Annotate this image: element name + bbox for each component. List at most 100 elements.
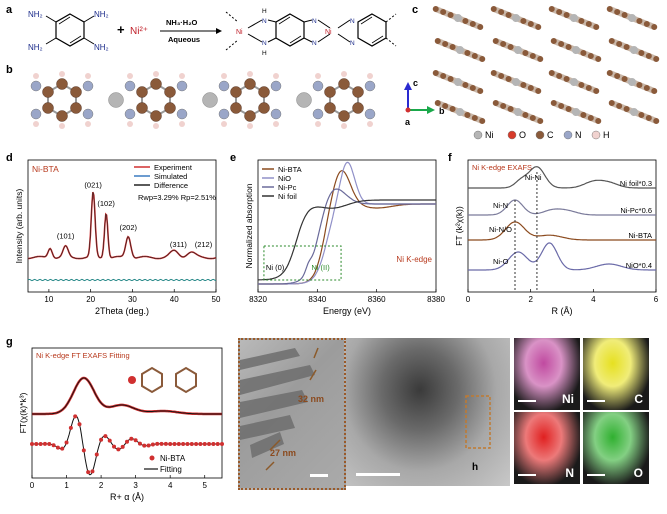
atom — [471, 114, 478, 121]
atom — [507, 106, 514, 113]
fit-real-point — [73, 414, 78, 419]
scale-bar-i — [356, 473, 400, 476]
xanes-chart: 8320 8340 8360 8380 Energy (eV) Normalized ab… — [244, 159, 445, 316]
fit-tick-label: 3 — [133, 481, 138, 490]
atom — [520, 17, 527, 24]
xanes-tick-label: 8380 — [427, 295, 445, 304]
size-label-27: 27 nm — [270, 448, 296, 458]
atom — [653, 117, 660, 124]
crystal-packing-view — [432, 6, 660, 124]
molecule — [548, 6, 600, 30]
atom — [585, 84, 592, 91]
c-atom — [352, 102, 364, 114]
atom — [563, 76, 570, 83]
tem-image-i: h — [346, 338, 510, 486]
exafs-line-1 — [468, 199, 656, 216]
svg-text:N: N — [312, 40, 317, 47]
reagent-text: NH₃·H₂O — [166, 18, 198, 27]
xanes-tick-label: 8360 — [368, 295, 386, 304]
xanes-ox-label-0: Ni (0) — [266, 263, 285, 272]
atom — [572, 108, 580, 116]
atom — [550, 38, 557, 45]
c-atom — [136, 102, 148, 114]
xanes-legend-label: Ni-BTA — [278, 165, 302, 174]
h-atom — [315, 73, 321, 79]
atom — [570, 78, 578, 86]
molecule — [490, 6, 542, 30]
fit-real-point — [51, 443, 56, 448]
h-atom — [315, 121, 321, 127]
xrd-simulated-line — [27, 192, 217, 259]
molecule — [434, 100, 486, 124]
atom — [558, 103, 565, 110]
eds-scale-bar — [518, 474, 536, 476]
h-atom — [179, 121, 185, 127]
fit-real-point — [202, 442, 207, 446]
panel-label-c: c — [412, 4, 419, 16]
atom — [645, 114, 652, 121]
fit-tick-label: 0 — [30, 481, 35, 490]
atom — [630, 46, 638, 54]
xanes-frame — [257, 159, 437, 293]
c-atom — [150, 78, 162, 90]
panel-label-b: b — [6, 64, 13, 76]
c-atom — [258, 86, 270, 98]
atom — [434, 100, 441, 107]
atom — [621, 12, 628, 19]
n-atom — [176, 80, 188, 92]
fit-real-point — [142, 443, 147, 448]
c-atom — [324, 86, 336, 98]
atom — [628, 14, 636, 22]
c-atom — [164, 86, 176, 98]
xanes-line-3 — [258, 199, 436, 281]
atom — [578, 17, 585, 24]
xanes-legend-label: Ni-Pc — [278, 183, 297, 192]
atom — [614, 73, 621, 80]
panel-label-f: f — [448, 152, 452, 164]
fit-real-point — [34, 441, 39, 446]
atom — [556, 9, 563, 16]
exafs-label: Ni-Ni — [525, 173, 542, 182]
fit-inset-ni — [128, 376, 136, 384]
atom — [565, 106, 572, 113]
atom — [505, 12, 512, 19]
fit-real-point — [198, 442, 203, 446]
xrd-ylabel: Intensity (arb. units) — [14, 189, 24, 264]
fit-real-point — [172, 442, 177, 447]
panel-label-a: a — [6, 4, 13, 16]
svg-text:H: H — [262, 50, 267, 57]
atom — [512, 14, 520, 22]
molecule — [432, 6, 484, 30]
atom — [456, 108, 464, 116]
fit-xlabel: R+ α (Å) — [110, 492, 144, 502]
fit-mag-fit — [32, 377, 222, 415]
fit-real-point — [215, 442, 220, 446]
xrd-tick-label: 10 — [44, 295, 53, 304]
c-atom — [70, 86, 82, 98]
fit-real-point — [112, 444, 117, 449]
nibta-chain-structure — [30, 71, 376, 129]
molecule — [432, 70, 484, 94]
c-atom — [150, 110, 162, 122]
atom — [469, 84, 476, 91]
atom — [479, 55, 486, 62]
atom — [616, 103, 623, 110]
fit-title: Ni K-edge FT EXAFS Fitting — [36, 351, 130, 360]
fit-real-point — [99, 437, 104, 442]
atom — [580, 111, 587, 118]
molecule — [434, 38, 486, 62]
atom — [447, 12, 454, 19]
atom — [638, 49, 645, 56]
fit-real-point — [181, 442, 186, 447]
n-atom — [30, 80, 42, 92]
atom — [449, 44, 456, 51]
atom — [432, 6, 439, 13]
fit-tick-label: 1 — [64, 481, 69, 490]
atom — [500, 41, 507, 48]
h-atom — [85, 73, 91, 79]
exafs-frame — [467, 159, 657, 293]
fit-real-point — [77, 422, 82, 427]
n-atom — [364, 108, 376, 120]
xrd-peak-label: (311) — [170, 240, 187, 249]
atom — [630, 108, 638, 116]
